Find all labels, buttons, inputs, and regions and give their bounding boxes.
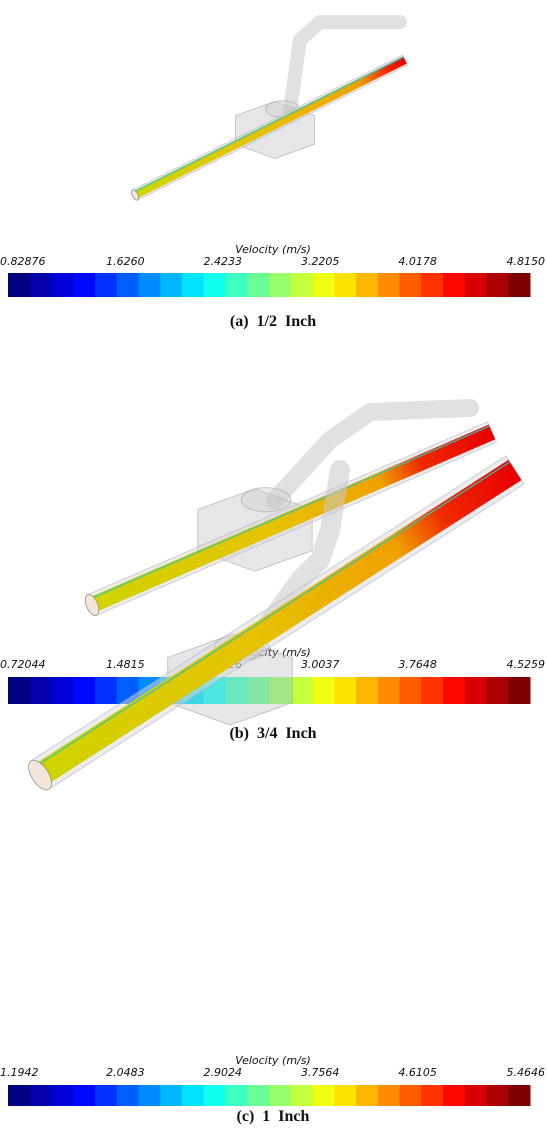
colorbar-title: Velocity (m/s) — [235, 243, 311, 256]
colorbar-segment — [313, 677, 335, 704]
colorbar-segment — [487, 1085, 509, 1106]
figure: Velocity (m/s) 0.82876 1.6260 2.4233 3.2205 4… — [0, 0, 547, 1130]
colorbar-tick-label: 2.9024 — [204, 1066, 243, 1079]
valve-stem — [241, 488, 291, 512]
colorbar-segment — [334, 677, 356, 704]
colorbar-segment — [160, 1085, 182, 1106]
colorbar-title: Velocity (m/s) — [235, 1054, 311, 1067]
colorbar-segment — [313, 1085, 335, 1106]
colorbar-segment — [313, 273, 335, 297]
colorbar-tick-label: 1.6260 — [106, 255, 145, 268]
colorbar-tick-label: 3.2205 — [301, 255, 340, 268]
colorbar-segment — [247, 273, 269, 297]
colorbar-segment — [508, 677, 530, 704]
colorbar-segment — [291, 1085, 313, 1106]
colorbar-segment — [226, 273, 248, 297]
colorbar-tick-label: 2.4233 — [204, 255, 243, 268]
colorbar-segment — [204, 273, 226, 297]
colorbar-segment — [421, 273, 443, 297]
colorbar-segment — [8, 273, 30, 297]
colorbar-segment — [269, 273, 291, 297]
colorbar-segment — [421, 677, 443, 704]
colorbar-segment — [226, 1085, 248, 1106]
colorbar-tick-label: 0.82876 — [0, 255, 46, 268]
colorbar-segment — [52, 1085, 74, 1106]
colorbar-tick-label: 2.0483 — [106, 1066, 145, 1079]
colorbar-segment — [487, 273, 509, 297]
colorbar-segment — [400, 273, 422, 297]
colorbar-segment — [443, 677, 465, 704]
colorbar-segment — [334, 273, 356, 297]
panel-caption: (a) 1/2 Inch — [230, 313, 316, 330]
colorbar-segment — [204, 1085, 226, 1106]
colorbar-tick-label: 3.7564 — [301, 1066, 340, 1079]
colorbar-tick-label: 4.6105 — [398, 1066, 437, 1079]
colorbar-segment — [400, 677, 422, 704]
colorbar-segment — [160, 273, 182, 297]
colorbar-segment — [443, 273, 465, 297]
colorbar-tick-label: 1.4815 — [106, 658, 145, 671]
colorbar-segment — [52, 273, 74, 297]
colorbar-tick-label: 3.7648 — [398, 658, 437, 671]
colorbar-segment — [95, 273, 117, 297]
pipe-flow — [133, 56, 407, 198]
panel-caption: (c) 1 Inch — [237, 1108, 310, 1125]
colorbar-segment — [30, 677, 52, 704]
colorbar-segment — [421, 1085, 443, 1106]
colorbar-segment — [95, 1085, 117, 1106]
colorbar-segment — [73, 1085, 95, 1106]
colorbar-segment — [356, 273, 378, 297]
colorbar-segment — [487, 677, 509, 704]
colorbar-tick-label: 4.0178 — [398, 255, 437, 268]
colorbar-segment — [400, 1085, 422, 1106]
colorbar-segment — [465, 1085, 487, 1106]
colorbar-segment — [182, 1085, 204, 1106]
colorbar-segment — [52, 677, 74, 704]
colorbar-segment — [378, 1085, 400, 1106]
pipe-wall-layer — [134, 57, 404, 192]
colorbar-segment — [182, 273, 204, 297]
colorbar-tick-label: 4.8150 — [507, 255, 546, 268]
colorbar-segment — [117, 1085, 139, 1106]
colorbar-segment — [291, 677, 313, 704]
colorbar-segment — [269, 1085, 291, 1106]
colorbar-segment — [356, 677, 378, 704]
colorbar-segment — [378, 273, 400, 297]
colorbar-segment — [8, 1085, 30, 1106]
colorbar-segment — [465, 677, 487, 704]
colorbar-tick-label: 0.72044 — [0, 658, 46, 671]
colorbar-segment — [139, 273, 161, 297]
colorbar-segment — [291, 273, 313, 297]
colorbar-segment — [117, 273, 139, 297]
cfd-render — [130, 22, 408, 201]
colorbar-tick-label: 3.0037 — [301, 658, 340, 671]
colorbar-segment — [139, 1085, 161, 1106]
colorbar-segment — [8, 677, 30, 704]
colorbar-segment — [334, 1085, 356, 1106]
colorbar-segment — [356, 1085, 378, 1106]
colorbar-segment — [465, 273, 487, 297]
colorbar-segment — [508, 273, 530, 297]
colorbar-segment — [378, 677, 400, 704]
colorbar-segment — [247, 1085, 269, 1106]
colorbar-segment — [73, 273, 95, 297]
colorbar-segment — [95, 677, 117, 704]
panel-caption: (b) 3/4 Inch — [229, 725, 316, 742]
colorbar-tick-label: 5.4646 — [507, 1066, 546, 1079]
colorbar-segment — [30, 273, 52, 297]
colorbar-segment — [508, 1085, 530, 1106]
colorbar-segment — [30, 1085, 52, 1106]
colorbar-segment — [73, 677, 95, 704]
colorbar-segment — [443, 1085, 465, 1106]
colorbar-tick-label: 4.5259 — [507, 658, 546, 671]
colorbar-tick-label: 1.1942 — [0, 1066, 39, 1079]
